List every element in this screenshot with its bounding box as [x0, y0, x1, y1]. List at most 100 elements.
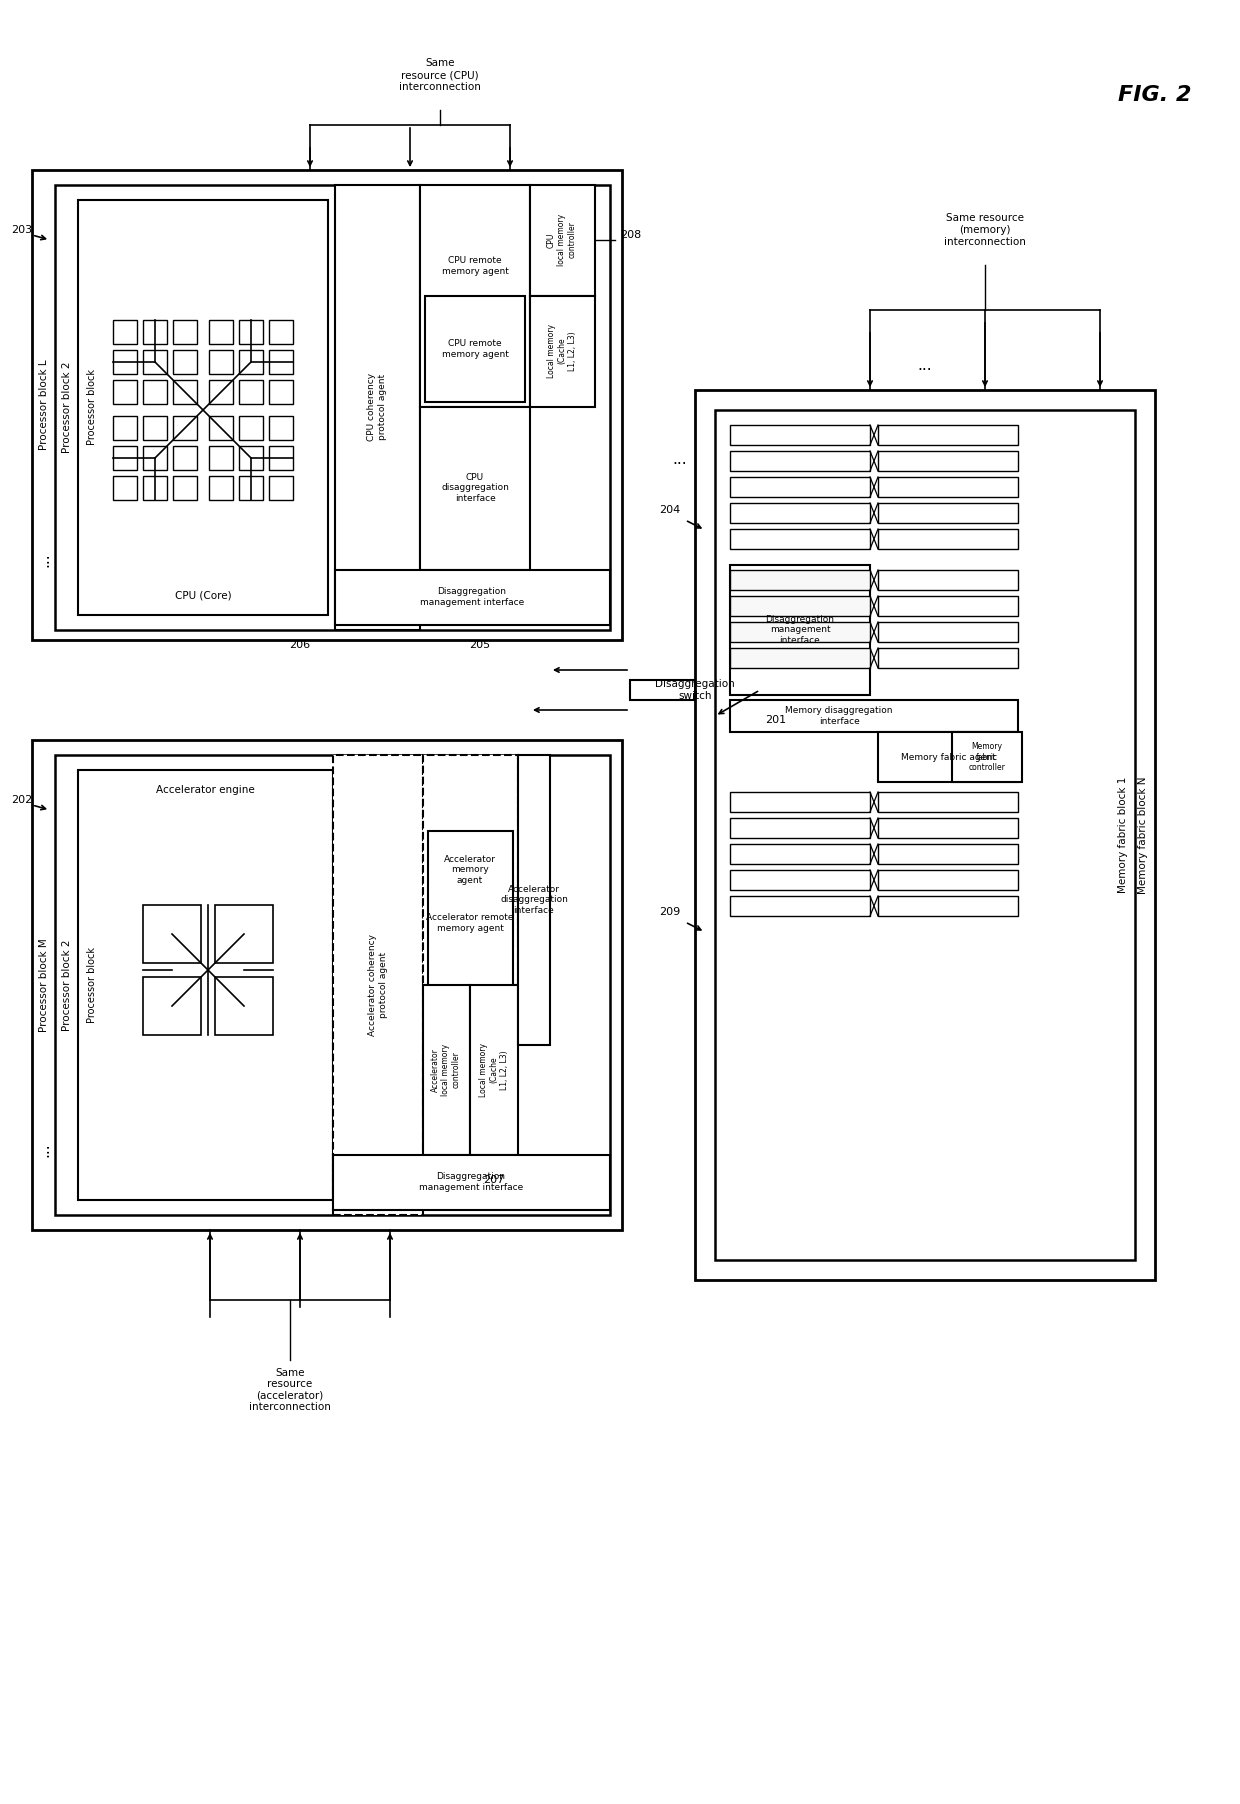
Bar — [878, 570, 1018, 590]
Bar — [239, 381, 263, 404]
Bar — [878, 648, 1018, 667]
Text: Same
resource (CPU)
interconnection: Same resource (CPU) interconnection — [399, 58, 481, 92]
Bar — [78, 770, 334, 1200]
Text: Disaggregation
management interface: Disaggregation management interface — [420, 588, 525, 606]
Bar — [143, 446, 167, 471]
Bar — [32, 170, 622, 640]
Bar — [269, 417, 293, 440]
Text: Processor block: Processor block — [87, 370, 97, 446]
Bar — [730, 426, 870, 446]
Bar — [174, 417, 197, 440]
Bar — [425, 296, 525, 402]
Bar — [730, 529, 870, 548]
Bar — [143, 978, 201, 1035]
Bar — [428, 832, 513, 1016]
Bar — [730, 897, 870, 916]
Bar — [878, 792, 1018, 812]
Bar — [878, 844, 1018, 864]
Text: Accelerator coherency
protocol agent: Accelerator coherency protocol agent — [368, 934, 388, 1035]
Bar — [113, 350, 136, 373]
Bar — [210, 381, 233, 404]
Text: Memory fabric block N: Memory fabric block N — [1138, 776, 1148, 893]
Bar — [529, 186, 595, 296]
Text: Memory
fabric
controller: Memory fabric controller — [968, 741, 1006, 772]
Bar — [878, 451, 1018, 471]
Text: Processor block 2: Processor block 2 — [62, 361, 72, 453]
Text: Same
resource
(accelerator)
interconnection: Same resource (accelerator) interconnect… — [249, 1367, 331, 1413]
Text: Processor block 2: Processor block 2 — [62, 940, 72, 1030]
Bar — [210, 446, 233, 471]
Bar — [143, 381, 167, 404]
Text: Accelerator remote
memory agent: Accelerator remote memory agent — [427, 913, 513, 933]
Bar — [32, 740, 622, 1230]
Bar — [420, 186, 529, 408]
Text: 201: 201 — [765, 714, 786, 725]
Text: CPU
disaggregation
interface: CPU disaggregation interface — [441, 473, 508, 503]
Bar — [730, 622, 870, 642]
Text: FIG. 2: FIG. 2 — [1118, 85, 1192, 105]
Text: Memory disaggregation
interface: Memory disaggregation interface — [785, 707, 893, 725]
Text: Accelerator engine: Accelerator engine — [156, 785, 254, 796]
Bar — [730, 792, 870, 812]
Bar — [423, 756, 518, 985]
Bar — [730, 565, 870, 695]
Bar — [952, 732, 1022, 781]
Bar — [630, 680, 760, 700]
Bar — [335, 570, 610, 624]
Text: ...: ... — [918, 357, 932, 372]
Bar — [730, 700, 1018, 732]
Bar — [113, 417, 136, 440]
Bar — [470, 985, 518, 1155]
Bar — [730, 476, 870, 496]
Text: Disaggregation
management
interface: Disaggregation management interface — [765, 615, 835, 644]
Bar — [215, 906, 273, 963]
Bar — [210, 319, 233, 345]
Bar — [878, 529, 1018, 548]
Bar — [878, 426, 1018, 446]
Bar — [210, 350, 233, 373]
Bar — [730, 870, 870, 889]
Text: Disaggregation
switch: Disaggregation switch — [655, 678, 735, 700]
Text: 206: 206 — [289, 640, 310, 649]
Bar — [269, 381, 293, 404]
Text: Processor block: Processor block — [87, 947, 97, 1023]
Text: 208: 208 — [620, 229, 641, 240]
Bar — [174, 350, 197, 373]
Bar — [113, 476, 136, 500]
Bar — [730, 844, 870, 864]
Bar — [715, 410, 1135, 1259]
Text: Same resource
(memory)
interconnection: Same resource (memory) interconnection — [944, 213, 1025, 247]
Bar — [174, 381, 197, 404]
Bar — [334, 1155, 610, 1210]
Text: ...: ... — [36, 1142, 52, 1158]
Bar — [113, 381, 136, 404]
Text: 203: 203 — [11, 226, 32, 235]
Bar — [215, 978, 273, 1035]
Bar — [878, 503, 1018, 523]
Bar — [529, 296, 595, 408]
Bar — [518, 756, 551, 1045]
Bar — [269, 319, 293, 345]
Bar — [730, 503, 870, 523]
Bar — [113, 319, 136, 345]
Bar — [878, 897, 1018, 916]
Bar — [334, 756, 423, 1216]
Bar — [174, 446, 197, 471]
Bar — [239, 319, 263, 345]
Text: Memory fabric block 1: Memory fabric block 1 — [1118, 778, 1128, 893]
Bar — [878, 732, 1018, 781]
Bar — [239, 350, 263, 373]
Text: 202: 202 — [11, 796, 32, 805]
Bar — [420, 408, 529, 570]
Text: Local memory
(Cache
L1, L2, L3): Local memory (Cache L1, L2, L3) — [479, 1043, 508, 1097]
Text: CPU (Core): CPU (Core) — [175, 590, 232, 601]
Text: CPU coherency
protocol agent: CPU coherency protocol agent — [367, 373, 387, 440]
Bar — [423, 985, 470, 1155]
Bar — [730, 570, 870, 590]
Bar — [239, 446, 263, 471]
Text: Accelerator
disaggregation
interface: Accelerator disaggregation interface — [500, 886, 568, 915]
Bar — [174, 476, 197, 500]
Bar — [78, 200, 329, 615]
Bar — [143, 476, 167, 500]
Text: CPU
local memory
controller: CPU local memory controller — [547, 215, 577, 265]
